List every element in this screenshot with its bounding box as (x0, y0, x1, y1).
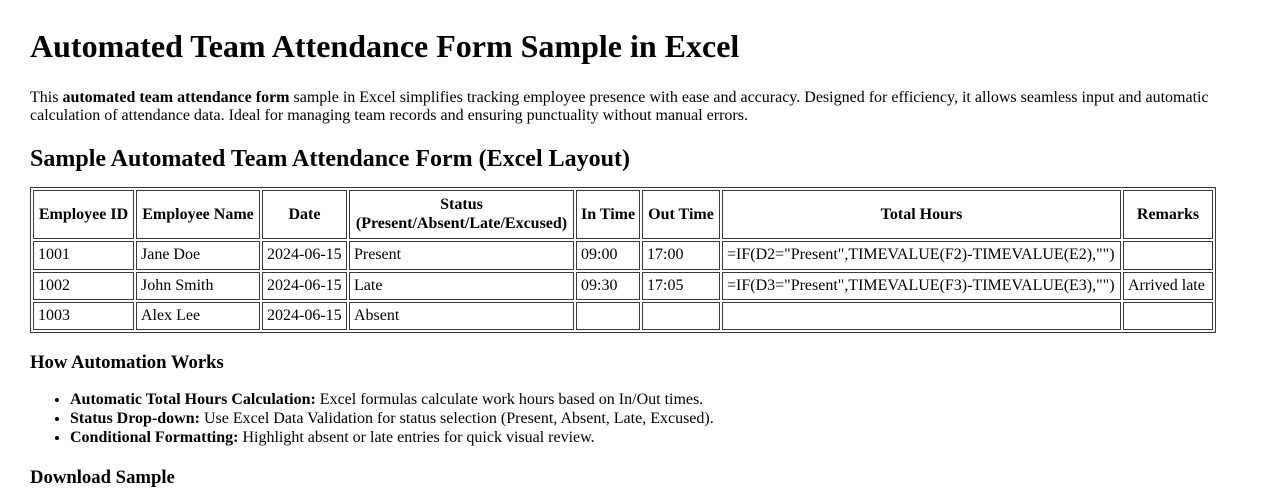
table-cell: 2024-06-15 (262, 241, 347, 270)
table-row: 1001 Jane Doe 2024-06-15 Present 09:00 17:00 =… (33, 241, 1213, 270)
column-header-label: Status (440, 196, 483, 214)
automation-heading: How Automation Works (30, 352, 224, 374)
column-header: Total Hours (722, 190, 1121, 240)
table-cell (576, 302, 640, 331)
table-section-heading: Sample Automated Team Attendance Form (E… (30, 145, 630, 172)
table-cell: Late (349, 271, 574, 301)
column-header: In Time (576, 190, 640, 240)
column-header-label: Total Hours (880, 205, 963, 223)
bullet-text: Highlight absent or late entries for qui… (238, 428, 595, 446)
bullet-label: Automatic Total Hours Calculation: (70, 390, 316, 408)
bullet-label: Status Drop-down: (70, 409, 200, 427)
table-cell: Present (349, 241, 574, 270)
automation-list-item: Conditional Formatting: Highlight absent… (70, 429, 1248, 448)
table-row: 1002 John Smith 2024-06-15 Late 09:30 17:05 =I… (33, 271, 1213, 301)
table-cell (1123, 241, 1213, 270)
table-cell: 1002 (33, 271, 134, 301)
table-row: 1003 Alex Lee 2024-06-15 Absent (33, 302, 1213, 331)
column-header-label: Remarks (1136, 205, 1200, 223)
table-cell: 1001 (33, 241, 134, 270)
column-header: Date (262, 190, 347, 240)
automation-list-item: Automatic Total Hours Calculation: Excel… (70, 391, 1248, 410)
bullet-label: Conditional Formatting: (70, 428, 239, 446)
intro-rest: sample in Excel simplifies tracking empl… (30, 88, 1209, 125)
table-cell: 17:00 (642, 241, 720, 270)
table-cell (642, 302, 720, 331)
table-cell: 2024-06-15 (262, 302, 347, 331)
table-cell (722, 302, 1121, 331)
automation-list-item: Status Drop-down: Use Excel Data Validat… (70, 410, 1248, 429)
table-header-row: Employee ID Employee Name Date Status (Prese… (33, 190, 1213, 240)
table-cell: 17:05 (642, 271, 720, 301)
download-heading: Download Sample (30, 466, 175, 488)
intro-bold-phrase: automated team attendance form (62, 88, 290, 106)
page-title: Automated Team Attendance Form Sample in… (30, 28, 740, 64)
column-header-label: In Time (581, 205, 636, 223)
column-header: Out Time (642, 190, 720, 240)
column-header-label: Employee ID (38, 205, 129, 223)
table-cell: 09:00 (576, 241, 640, 270)
column-header-sublabel: (Present/Absent/Late/Excused) (355, 214, 568, 232)
column-header-label: Out Time (648, 205, 714, 223)
table-cell: Absent (349, 302, 574, 331)
table-cell: 2024-06-15 (262, 271, 347, 301)
attendance-table: Employee ID Employee Name Date Status (Prese… (30, 187, 1216, 334)
table-cell: =IF(D3="Present",TIMEVALUE(F3)-TIMEVALUE… (722, 271, 1121, 301)
column-header: Remarks (1123, 190, 1213, 240)
column-header-label: Employee Name (142, 205, 254, 223)
table-cell: =IF(D2="Present",TIMEVALUE(F2)-TIMEVALUE… (722, 241, 1121, 270)
table-cell: John Smith (136, 271, 260, 301)
bullet-text: Use Excel Data Validation for status sel… (199, 409, 714, 427)
table-cell: Jane Doe (136, 241, 260, 270)
bullet-text: Excel formulas calculate work hours base… (315, 390, 704, 408)
table-cell: 09:30 (576, 271, 640, 301)
automation-list: Automatic Total Hours Calculation: Excel… (30, 391, 1248, 448)
column-header: Employee Name (136, 190, 260, 240)
column-header: Employee ID (33, 190, 134, 240)
table-cell: Arrived late (1123, 271, 1213, 301)
intro-lead: This (30, 88, 63, 106)
intro-paragraph: This automated team attendance form samp… (30, 89, 1248, 126)
table-cell (1123, 302, 1213, 331)
table-cell: Alex Lee (136, 302, 260, 331)
column-header: Status (Present/Absent/Late/Excused) (349, 190, 574, 240)
column-header-label: Date (288, 205, 321, 223)
table-cell: 1003 (33, 302, 134, 331)
